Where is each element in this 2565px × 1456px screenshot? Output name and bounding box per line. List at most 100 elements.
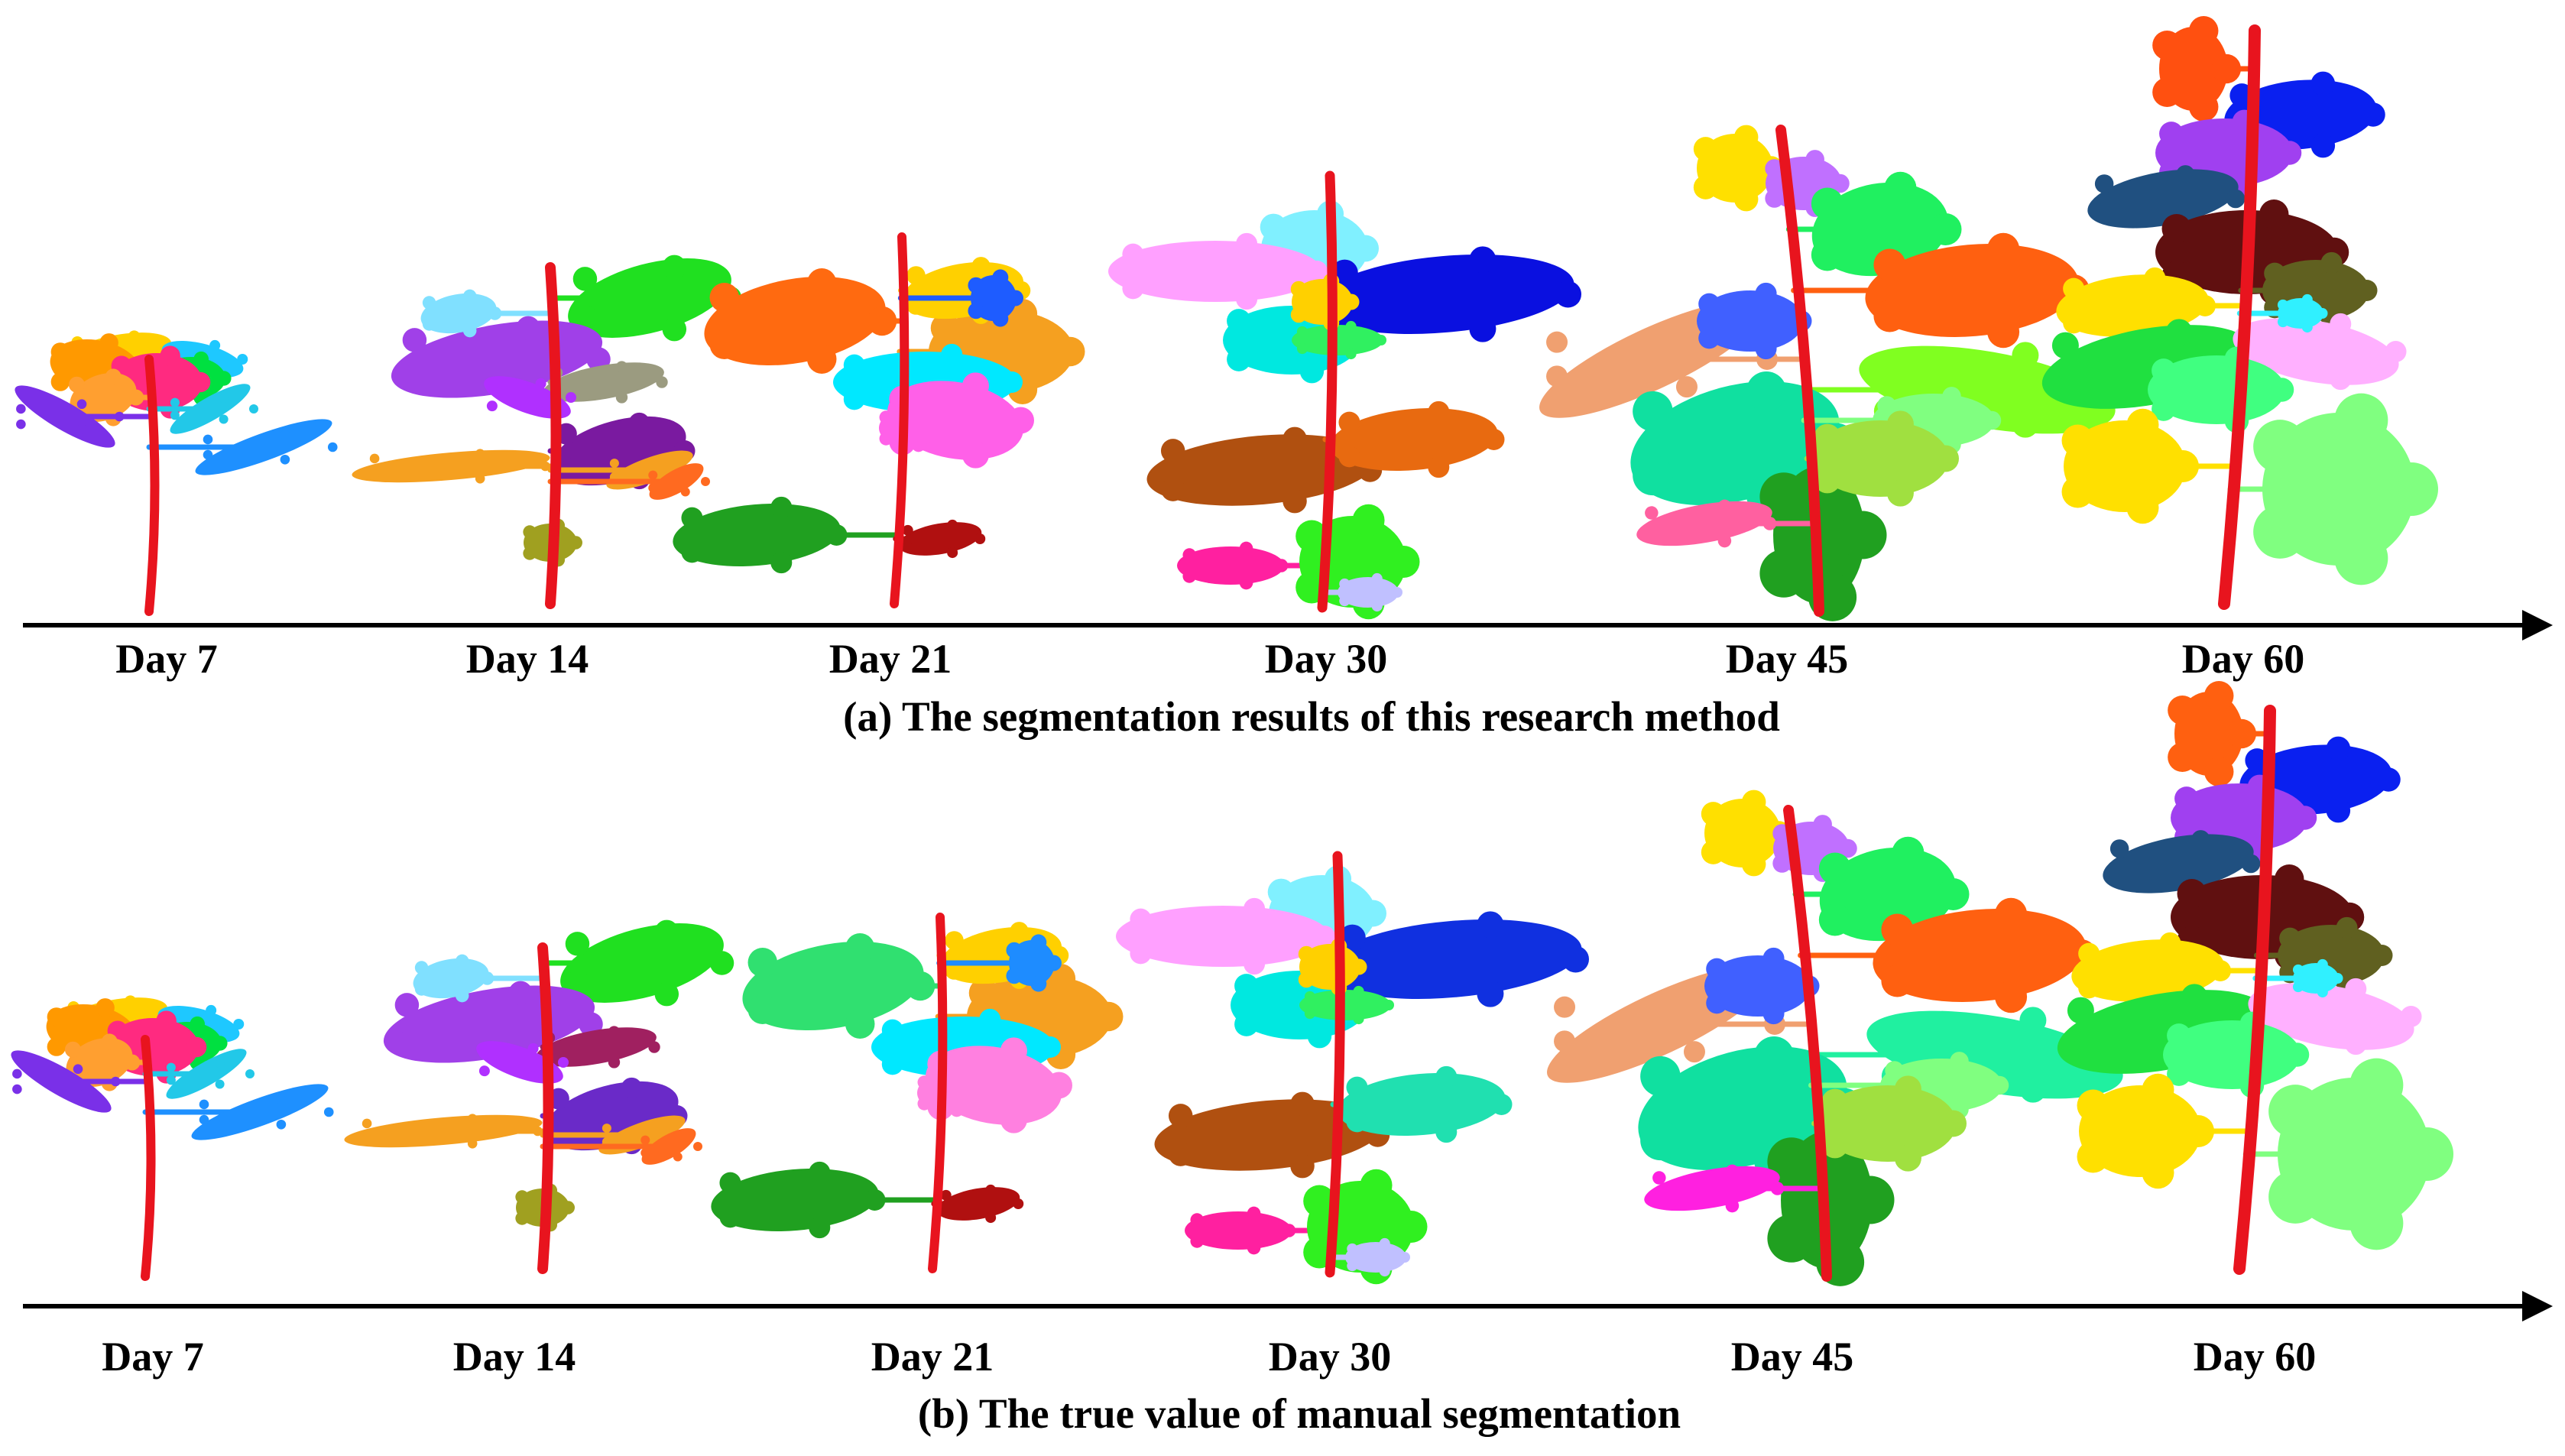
timeline-axis-a <box>23 610 2553 640</box>
leaf-organ <box>1146 434 1376 506</box>
leaf-lobe <box>609 459 619 469</box>
leaf-lobe <box>902 524 913 536</box>
leaf-lobe <box>1894 1075 1921 1103</box>
day-label: Day 60 <box>2193 1334 2317 1380</box>
leaf-lobe <box>2268 1169 2323 1224</box>
leaf-lobe <box>170 397 180 407</box>
leaf-lobe <box>1056 336 1085 367</box>
leaf-lobe <box>1886 479 1914 507</box>
leaf-lobe <box>203 449 213 460</box>
leaf-organ <box>2103 834 2254 893</box>
leaf-lobe <box>1371 572 1383 584</box>
leaf-lobe <box>2174 786 2199 811</box>
stem <box>545 262 562 609</box>
leaf-lobe <box>101 1033 118 1050</box>
leaf-lobe <box>1303 1185 1336 1218</box>
leaf-organ <box>1644 1166 1780 1211</box>
leaf-lobe <box>76 399 87 410</box>
leaf-lobe <box>1345 349 1357 360</box>
leaf-lobe <box>1295 520 1328 553</box>
leaf-lobe <box>2277 299 2288 310</box>
leaf-lobe <box>535 378 546 389</box>
leaf-lobe <box>932 421 945 435</box>
day-label: Day 45 <box>1730 1334 1854 1380</box>
leaf-lobe <box>628 412 650 434</box>
leaf-lobe <box>1675 320 1698 342</box>
leaf-lobe <box>2385 341 2407 362</box>
leaf-lobe <box>1652 1192 1666 1206</box>
leaf-lobe <box>1873 248 1906 281</box>
leaf-lobe <box>2176 165 2195 184</box>
leaf-lobe <box>1352 504 1385 537</box>
leaf-lobe <box>2167 1023 2191 1048</box>
leaf-lobe <box>1130 908 1152 930</box>
leaf-organ <box>1819 1085 1957 1162</box>
leaf-lobe <box>747 994 778 1024</box>
leaf-lobe <box>867 306 897 336</box>
leaf-lobe <box>128 330 141 342</box>
leaf-lobe <box>1755 282 1777 304</box>
leaf-lobe <box>1762 947 1785 969</box>
leaf-lobe <box>1007 299 1038 329</box>
leaf-lobe <box>2012 410 2039 438</box>
leaf-lobe <box>467 1114 478 1124</box>
leaf-organ <box>2148 355 2285 424</box>
leaf-lobe <box>1554 1030 1576 1052</box>
leaf-organ <box>649 463 704 500</box>
leaf-lobe <box>2345 978 2367 1000</box>
leaf-lobe <box>1765 159 1784 178</box>
leaf-lobe <box>1239 541 1253 556</box>
leaf-lobe <box>199 1114 209 1125</box>
leaf-lobe <box>1345 320 1357 332</box>
leaf-organ <box>1811 420 1949 497</box>
leaf-lobe <box>1717 533 1732 548</box>
leaf-organ <box>1299 944 1360 990</box>
leaf-lobe <box>96 998 115 1017</box>
leaf-lobe <box>2317 308 2328 319</box>
leaf-lobe <box>1236 288 1258 310</box>
leaf-lobe <box>1554 996 1576 1018</box>
leaf-lobe <box>961 372 989 400</box>
leaf-lobe <box>1290 306 1307 323</box>
leaf-lobe <box>968 277 984 293</box>
leaf-lobe <box>2320 251 2343 274</box>
leaf-lobe <box>1701 802 1726 826</box>
leaf-organ <box>879 409 940 447</box>
day-label: Day 30 <box>1268 1334 1392 1380</box>
leaf-lobe <box>809 1217 831 1239</box>
leaf-lobe <box>1379 1266 1390 1277</box>
leaf-lobe <box>1765 189 1784 208</box>
leaf-lobe <box>1477 980 1504 1007</box>
leaf-lobe <box>2051 375 2079 402</box>
leaf-lobe <box>1006 942 1023 958</box>
leaf-lobe <box>1762 517 1777 530</box>
leaf-lobe <box>658 454 668 464</box>
leaf-lobe <box>362 1133 372 1144</box>
leaf-lobe <box>124 1054 141 1071</box>
leaf-organ <box>1697 290 1804 352</box>
leaf-organ <box>673 504 841 566</box>
leaf-lobe <box>2191 830 2210 849</box>
leaf-lobe <box>2241 854 2261 874</box>
leaf-lobe <box>462 323 477 338</box>
leaf-lobe <box>1873 300 1906 332</box>
leaf-lobe <box>16 419 26 430</box>
leaf-lobe <box>2144 267 2166 289</box>
leaf-lobe <box>2277 141 2302 165</box>
leaf-lobe <box>1633 391 1673 432</box>
leaf-lobe <box>2371 945 2393 966</box>
leaf-lobe <box>212 1036 228 1051</box>
leaf-lobe <box>2269 378 2294 402</box>
leaf-lobe <box>2277 316 2288 328</box>
leaf-lobe <box>50 342 70 362</box>
leaf-lobe <box>709 951 734 975</box>
leaf-lobe <box>1733 125 1759 150</box>
plant-b-day-14 <box>344 919 734 1274</box>
leaf-lobe <box>2292 806 2317 830</box>
leaf-lobe <box>2356 280 2378 301</box>
leaf-lobe <box>680 466 690 476</box>
leaf-lobe <box>719 1206 741 1228</box>
leaf-lobe <box>486 383 498 394</box>
leaf-lobe <box>902 542 913 553</box>
leaf-lobe <box>1884 171 1917 204</box>
